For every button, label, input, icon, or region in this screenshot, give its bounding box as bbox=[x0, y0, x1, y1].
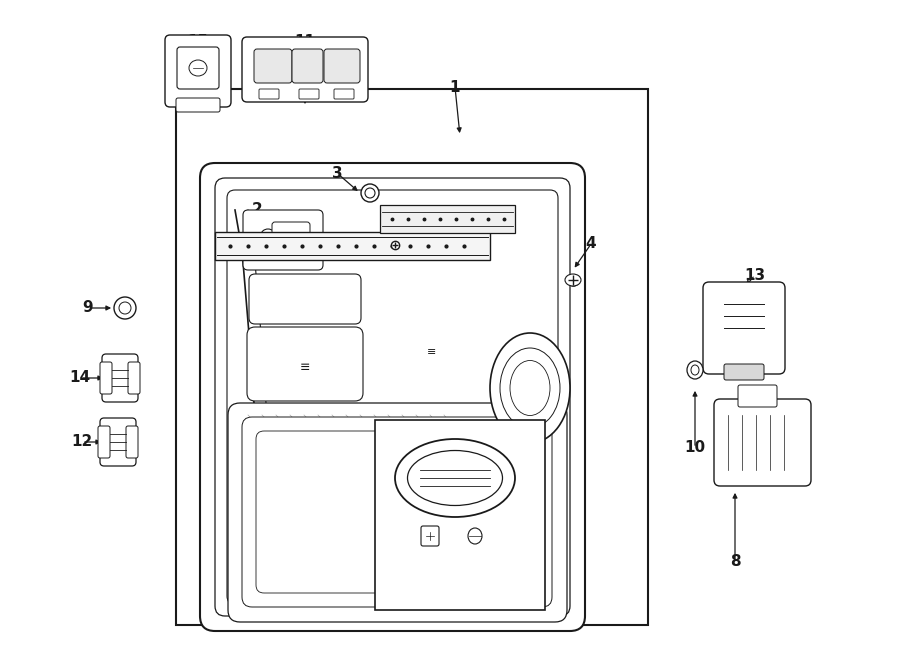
Ellipse shape bbox=[408, 451, 502, 506]
Ellipse shape bbox=[565, 274, 581, 286]
FancyBboxPatch shape bbox=[243, 210, 323, 270]
Ellipse shape bbox=[114, 297, 136, 319]
Text: 15: 15 bbox=[187, 34, 209, 50]
Bar bbox=[380, 205, 515, 233]
Bar bbox=[375, 420, 545, 610]
FancyBboxPatch shape bbox=[176, 98, 220, 112]
Ellipse shape bbox=[119, 302, 131, 314]
Text: 7: 7 bbox=[485, 572, 495, 588]
Text: 4: 4 bbox=[586, 237, 597, 251]
FancyBboxPatch shape bbox=[128, 362, 140, 394]
FancyBboxPatch shape bbox=[259, 89, 279, 99]
FancyBboxPatch shape bbox=[100, 418, 136, 466]
Ellipse shape bbox=[395, 439, 515, 517]
Ellipse shape bbox=[261, 229, 275, 241]
FancyBboxPatch shape bbox=[334, 89, 354, 99]
FancyBboxPatch shape bbox=[177, 47, 219, 89]
Ellipse shape bbox=[510, 360, 550, 416]
Ellipse shape bbox=[687, 361, 703, 379]
FancyBboxPatch shape bbox=[98, 426, 110, 458]
FancyBboxPatch shape bbox=[242, 417, 552, 607]
Text: 12: 12 bbox=[71, 434, 93, 449]
Ellipse shape bbox=[490, 333, 570, 443]
FancyBboxPatch shape bbox=[247, 327, 363, 401]
FancyBboxPatch shape bbox=[256, 431, 537, 593]
Ellipse shape bbox=[189, 60, 207, 76]
Text: ≡: ≡ bbox=[428, 347, 436, 357]
Text: ≡: ≡ bbox=[300, 360, 310, 373]
Ellipse shape bbox=[691, 365, 699, 375]
FancyBboxPatch shape bbox=[324, 49, 360, 83]
Text: 13: 13 bbox=[744, 268, 766, 282]
FancyBboxPatch shape bbox=[299, 89, 319, 99]
Text: 5: 5 bbox=[382, 471, 392, 485]
FancyBboxPatch shape bbox=[738, 385, 777, 407]
FancyBboxPatch shape bbox=[703, 282, 785, 374]
FancyBboxPatch shape bbox=[724, 364, 764, 380]
Text: 11: 11 bbox=[294, 34, 316, 50]
FancyBboxPatch shape bbox=[249, 274, 361, 324]
Text: 8: 8 bbox=[730, 555, 741, 570]
FancyBboxPatch shape bbox=[100, 362, 112, 394]
FancyBboxPatch shape bbox=[126, 426, 138, 458]
FancyBboxPatch shape bbox=[242, 37, 368, 102]
Text: 2: 2 bbox=[252, 202, 263, 217]
FancyBboxPatch shape bbox=[292, 49, 323, 83]
Text: 9: 9 bbox=[83, 301, 94, 315]
Text: 1: 1 bbox=[450, 79, 460, 95]
FancyBboxPatch shape bbox=[200, 163, 585, 631]
Text: 10: 10 bbox=[684, 440, 706, 455]
FancyBboxPatch shape bbox=[421, 526, 439, 546]
Ellipse shape bbox=[500, 348, 560, 428]
FancyBboxPatch shape bbox=[714, 399, 811, 486]
FancyBboxPatch shape bbox=[228, 403, 567, 622]
FancyBboxPatch shape bbox=[165, 35, 231, 107]
FancyBboxPatch shape bbox=[102, 354, 138, 402]
FancyBboxPatch shape bbox=[227, 190, 558, 604]
Ellipse shape bbox=[468, 528, 482, 544]
Text: 3: 3 bbox=[332, 165, 342, 180]
Text: 6: 6 bbox=[425, 572, 436, 588]
Bar bbox=[176, 89, 648, 625]
Ellipse shape bbox=[361, 184, 379, 202]
Ellipse shape bbox=[365, 188, 375, 198]
FancyBboxPatch shape bbox=[254, 49, 292, 83]
Bar bbox=[215, 232, 490, 260]
FancyBboxPatch shape bbox=[215, 178, 570, 616]
FancyBboxPatch shape bbox=[272, 222, 310, 250]
Text: 14: 14 bbox=[69, 371, 91, 385]
